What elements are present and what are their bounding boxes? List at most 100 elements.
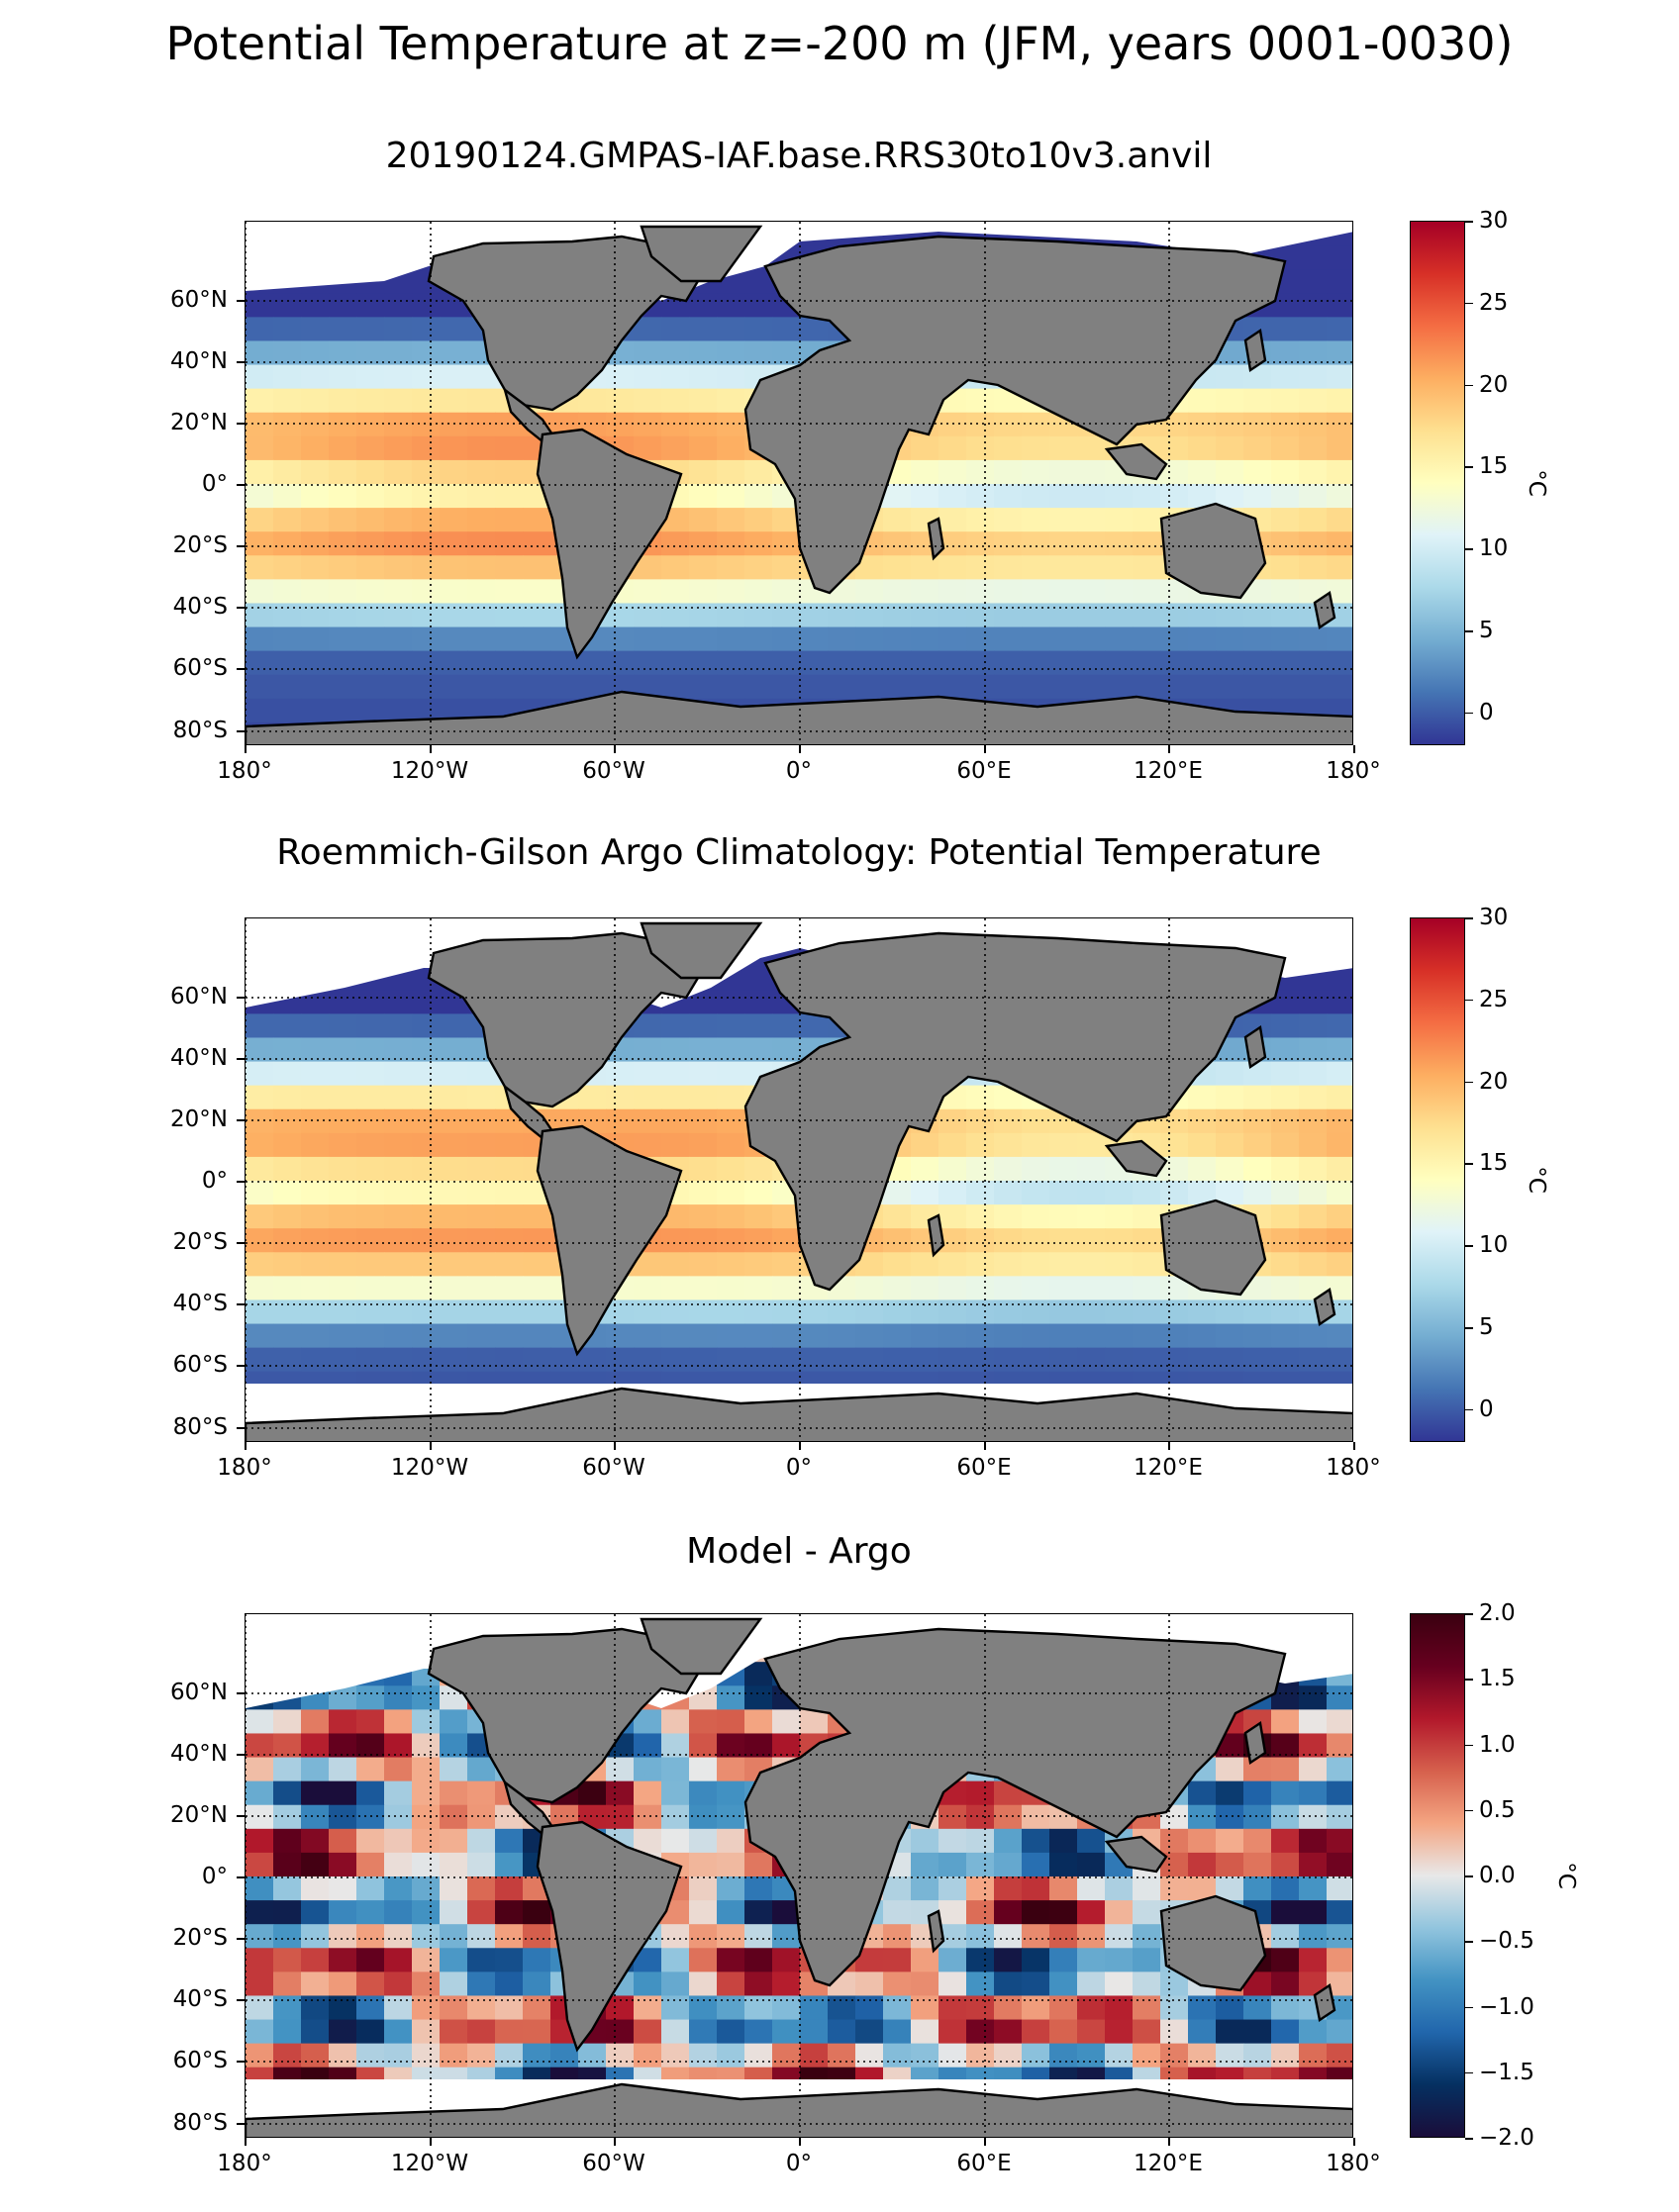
field-cell: [828, 626, 856, 652]
field-cell: [661, 412, 690, 437]
field-cell: [938, 1181, 967, 1205]
field-cell: [689, 650, 718, 676]
field-cell: [744, 1276, 773, 1301]
field-cell: [329, 674, 357, 700]
field-cell: [1077, 1900, 1106, 1925]
field-cell: [994, 1276, 1023, 1301]
field-cell: [440, 1276, 468, 1301]
field-cell: [440, 1876, 468, 1901]
field-cell: [384, 1085, 413, 1110]
field-cell: [994, 1995, 1023, 2021]
field-cell: [634, 1995, 662, 2021]
field-cell: [1327, 1948, 1352, 1972]
field-cell: [1216, 1780, 1244, 1806]
field-cell: [938, 1204, 967, 1229]
field-cell: [495, 1852, 524, 1877]
field-cell: [1105, 1228, 1134, 1253]
field-cell: [273, 1924, 302, 1949]
field-cell: [661, 603, 690, 628]
field-cell: [301, 364, 330, 390]
lon-tick: [799, 1442, 801, 1450]
field-cell: [1299, 1181, 1328, 1205]
colorbar-tick-label: 1.5: [1479, 1666, 1516, 1692]
field-cell: [246, 1085, 274, 1110]
field-cell: [301, 1276, 330, 1301]
field-cell: [1077, 650, 1106, 676]
field-cell: [329, 1757, 357, 1782]
field-cell: [661, 1924, 690, 1949]
field-cell: [689, 484, 718, 509]
field-cell: [246, 2019, 274, 2045]
field-cell: [440, 1061, 468, 1087]
field-cell: [384, 555, 413, 580]
field-cell: [1271, 650, 1300, 676]
land-mass: [427, 931, 703, 1108]
field-cell: [744, 603, 773, 628]
field-cell: [1243, 484, 1272, 509]
field-cell: [855, 1995, 884, 2021]
field-cell: [855, 603, 884, 628]
field-cell: [356, 1132, 385, 1158]
lat-tick: [237, 1938, 245, 1940]
field-cell: [966, 1780, 995, 1806]
lon-tick-label: 0°: [785, 2151, 813, 2176]
field-cell: [1133, 1323, 1161, 1349]
field-cell: [800, 1995, 829, 2021]
field-cell: [661, 1347, 690, 1373]
field-cell: [772, 579, 801, 605]
field-cell: [440, 1204, 468, 1229]
lon-tick: [245, 745, 247, 753]
field-cell: [855, 2043, 884, 2068]
field-cell: [329, 531, 357, 556]
field-cell: [440, 1972, 468, 1997]
field-cell: [412, 1852, 441, 1877]
field-cell: [356, 1013, 385, 1039]
field-cell: [661, 1828, 690, 1854]
field-cell: [384, 603, 413, 628]
field-cell: [661, 1323, 690, 1349]
field-cell: [634, 1061, 662, 1087]
field-cell: [1327, 1228, 1352, 1253]
field-cell: [356, 1709, 385, 1735]
field-cell: [384, 650, 413, 676]
field-cell: [717, 1323, 745, 1349]
field-cell: [1188, 1828, 1217, 1854]
lat-tick: [237, 423, 245, 425]
field-cell: [440, 1900, 468, 1925]
field-cell: [966, 650, 995, 676]
field-cell: [412, 650, 441, 676]
field-cell: [1160, 1876, 1189, 1901]
field-cell: [938, 459, 967, 485]
field-cell: [911, 1181, 939, 1205]
field-cell: [1327, 1108, 1352, 1134]
field-cell: [246, 626, 274, 652]
field-cell: [1105, 2019, 1134, 2045]
field-cell: [911, 459, 939, 485]
field-cell: [301, 459, 330, 485]
field-cell: [412, 459, 441, 485]
field-cell: [744, 1013, 773, 1039]
field-cell: [495, 484, 524, 509]
field-cell: [689, 1924, 718, 1949]
field-cell: [966, 1132, 995, 1158]
field-cell: [1327, 531, 1352, 556]
lat-tick: [237, 484, 245, 486]
field-cell: [1133, 1276, 1161, 1301]
field-cell: [855, 626, 884, 652]
field-cell: [495, 1924, 524, 1949]
field-cell: [412, 603, 441, 628]
field-cell: [1077, 1323, 1106, 1349]
field-cell: [246, 1757, 274, 1782]
lat-tick-label: 0°: [201, 471, 228, 497]
field-cell: [1188, 2043, 1217, 2068]
field-cell: [1299, 1900, 1328, 1925]
field-cell: [1049, 459, 1078, 485]
land-mass: [1243, 328, 1267, 373]
field-cell: [1022, 1852, 1050, 1877]
field-cell: [634, 388, 662, 414]
lon-tick: [430, 1442, 432, 1450]
field-cell: [523, 674, 551, 700]
field-cell: [744, 1900, 773, 1925]
field-cell: [1299, 269, 1328, 294]
field-cell: [1327, 1780, 1352, 1806]
